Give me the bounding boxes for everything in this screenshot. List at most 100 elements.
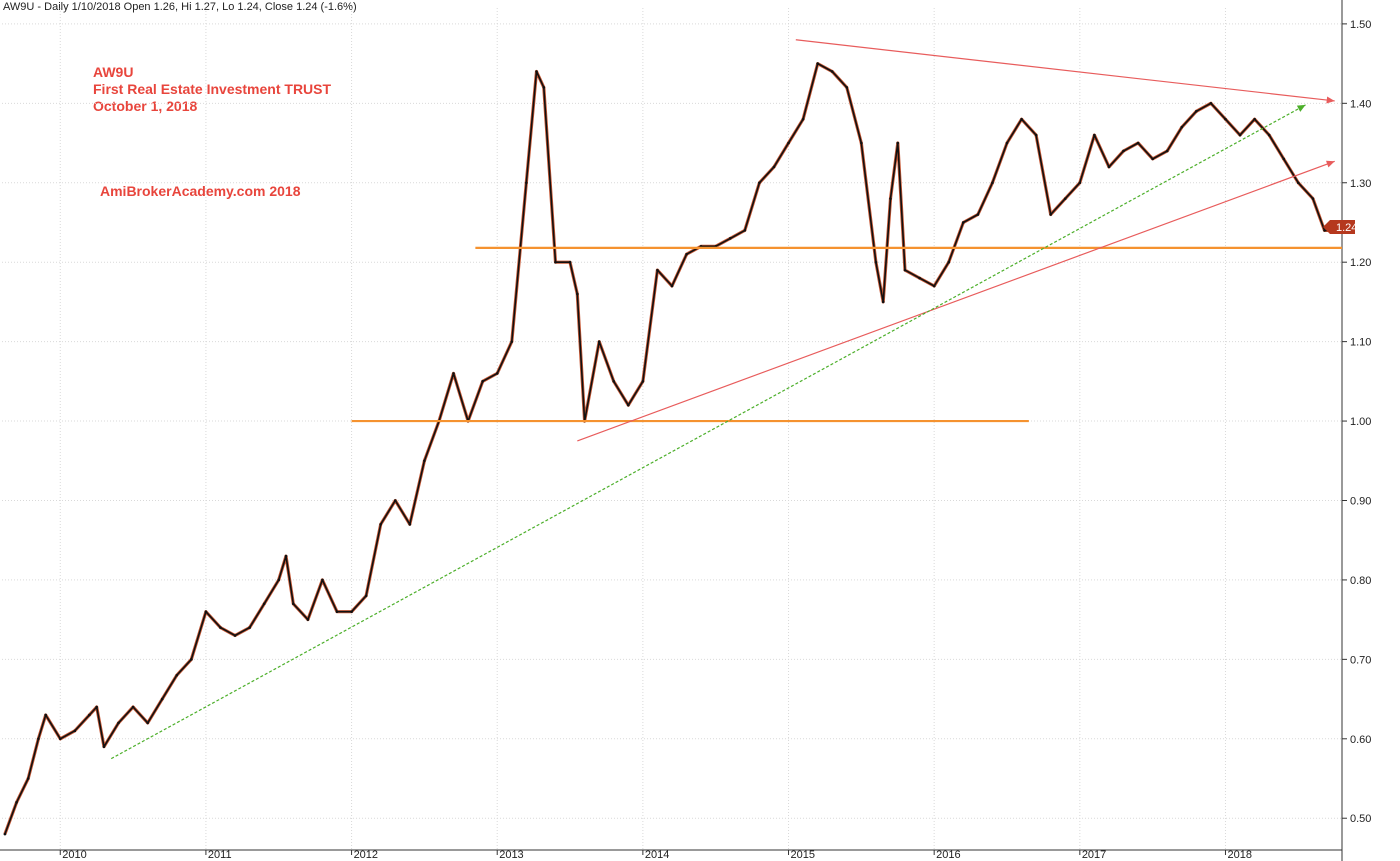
x-tick-label: 2014 [645, 849, 669, 861]
price-point [542, 86, 546, 89]
price-point [728, 237, 732, 240]
price-point [117, 721, 120, 725]
price-point [510, 340, 514, 343]
price-point [1093, 133, 1096, 137]
price-point [284, 554, 288, 558]
price-point [1209, 102, 1213, 105]
price-point [1165, 149, 1169, 153]
price-point [525, 181, 528, 185]
price-point [3, 832, 7, 836]
price-point [306, 618, 310, 621]
price-point [881, 300, 885, 304]
annotation-ticker: AW9U [93, 64, 134, 80]
price-point [535, 70, 538, 73]
price-point [292, 602, 295, 606]
x-tick-label: 2015 [791, 849, 815, 861]
y-tick-label: 0.70 [1350, 654, 1371, 666]
price-point [1282, 157, 1286, 161]
red-trend-arrow [1326, 160, 1335, 168]
price-point [1253, 117, 1256, 121]
price-point [1020, 117, 1023, 121]
price-point [656, 268, 659, 272]
price-point [204, 610, 208, 613]
price-point [1297, 181, 1300, 185]
price-point [1238, 133, 1242, 137]
price-series-line [4, 62, 1335, 835]
price-point [1323, 229, 1326, 232]
price-point [423, 459, 426, 463]
price-point [889, 197, 892, 200]
price-point [15, 801, 18, 804]
price-point [874, 260, 878, 264]
price-point [947, 260, 951, 264]
price-point [743, 229, 747, 232]
price-point [932, 284, 936, 288]
price-point [95, 705, 98, 709]
price-point [1122, 149, 1125, 153]
price-point [670, 284, 674, 288]
price-series-outline [3, 61, 1335, 835]
price-point [364, 594, 368, 598]
x-tick-label: 2012 [354, 849, 378, 861]
price-point [248, 626, 251, 629]
y-tick-label: 1.00 [1350, 416, 1371, 428]
price-point [1063, 197, 1067, 200]
price-point [335, 610, 339, 613]
price-point [685, 252, 688, 256]
green-trend-line [110, 104, 1306, 760]
y-tick-label: 1.40 [1350, 98, 1371, 110]
red-trend-arrow [1326, 96, 1335, 104]
annotation-company: First Real Estate Investment TRUST [93, 81, 332, 97]
price-point [350, 610, 353, 613]
x-tick-label: 2017 [1082, 849, 1106, 861]
y-axis: 0.50 0.60 0.70 0.80 0.90 1.00 1.10 1.20 1.30 1.40… [1341, 0, 1371, 861]
price-point [976, 213, 980, 216]
price-point [903, 268, 907, 272]
y-tick-label: 1.20 [1350, 257, 1371, 269]
price-point [44, 713, 47, 717]
red-trend-line [795, 39, 1335, 102]
price-point [896, 141, 900, 145]
price-point [612, 380, 616, 383]
price-point [568, 260, 572, 264]
price-point [26, 777, 30, 780]
annotation-brand: AmiBrokerAcademy.com 2018 [100, 183, 301, 199]
price-point [991, 181, 994, 185]
price-point [146, 721, 149, 725]
y-tick-label: 1.30 [1350, 178, 1371, 190]
price-point [37, 737, 40, 741]
price-point [190, 658, 193, 661]
price-point [597, 340, 601, 343]
x-tick-label: 2016 [936, 849, 960, 861]
price-point [1180, 125, 1184, 129]
price-point [554, 260, 557, 264]
price-point [73, 729, 77, 733]
price-point [1267, 133, 1271, 137]
price-point [262, 602, 266, 606]
price-point [408, 523, 412, 526]
series-layer [3, 61, 1337, 836]
y-tick-label: 1.50 [1350, 19, 1371, 31]
x-tick-label: 2013 [499, 849, 523, 861]
price-point [1049, 213, 1052, 216]
price-point [175, 673, 179, 677]
price-point [787, 141, 790, 145]
price-point [1005, 141, 1009, 145]
y-tick-label: 0.60 [1350, 734, 1371, 746]
price-point [1224, 117, 1227, 121]
price-point [1034, 133, 1038, 137]
x-axis: 2010 2011 2012 2013 2014 2015 2016 2017 2018 [0, 849, 1342, 861]
y-tick-label: 0.90 [1350, 495, 1371, 507]
price-point [58, 737, 62, 741]
y-tick-label: 0.80 [1350, 575, 1371, 587]
y-tick-label: 1.10 [1350, 337, 1371, 349]
price-point [160, 697, 164, 701]
price-point [495, 372, 499, 375]
x-tick-label: 2018 [1227, 849, 1251, 861]
annotation-date: October 1, 2018 [93, 98, 198, 114]
price-point [131, 705, 135, 709]
price-point [758, 181, 761, 185]
price-point [1136, 141, 1140, 145]
price-point [772, 165, 776, 169]
